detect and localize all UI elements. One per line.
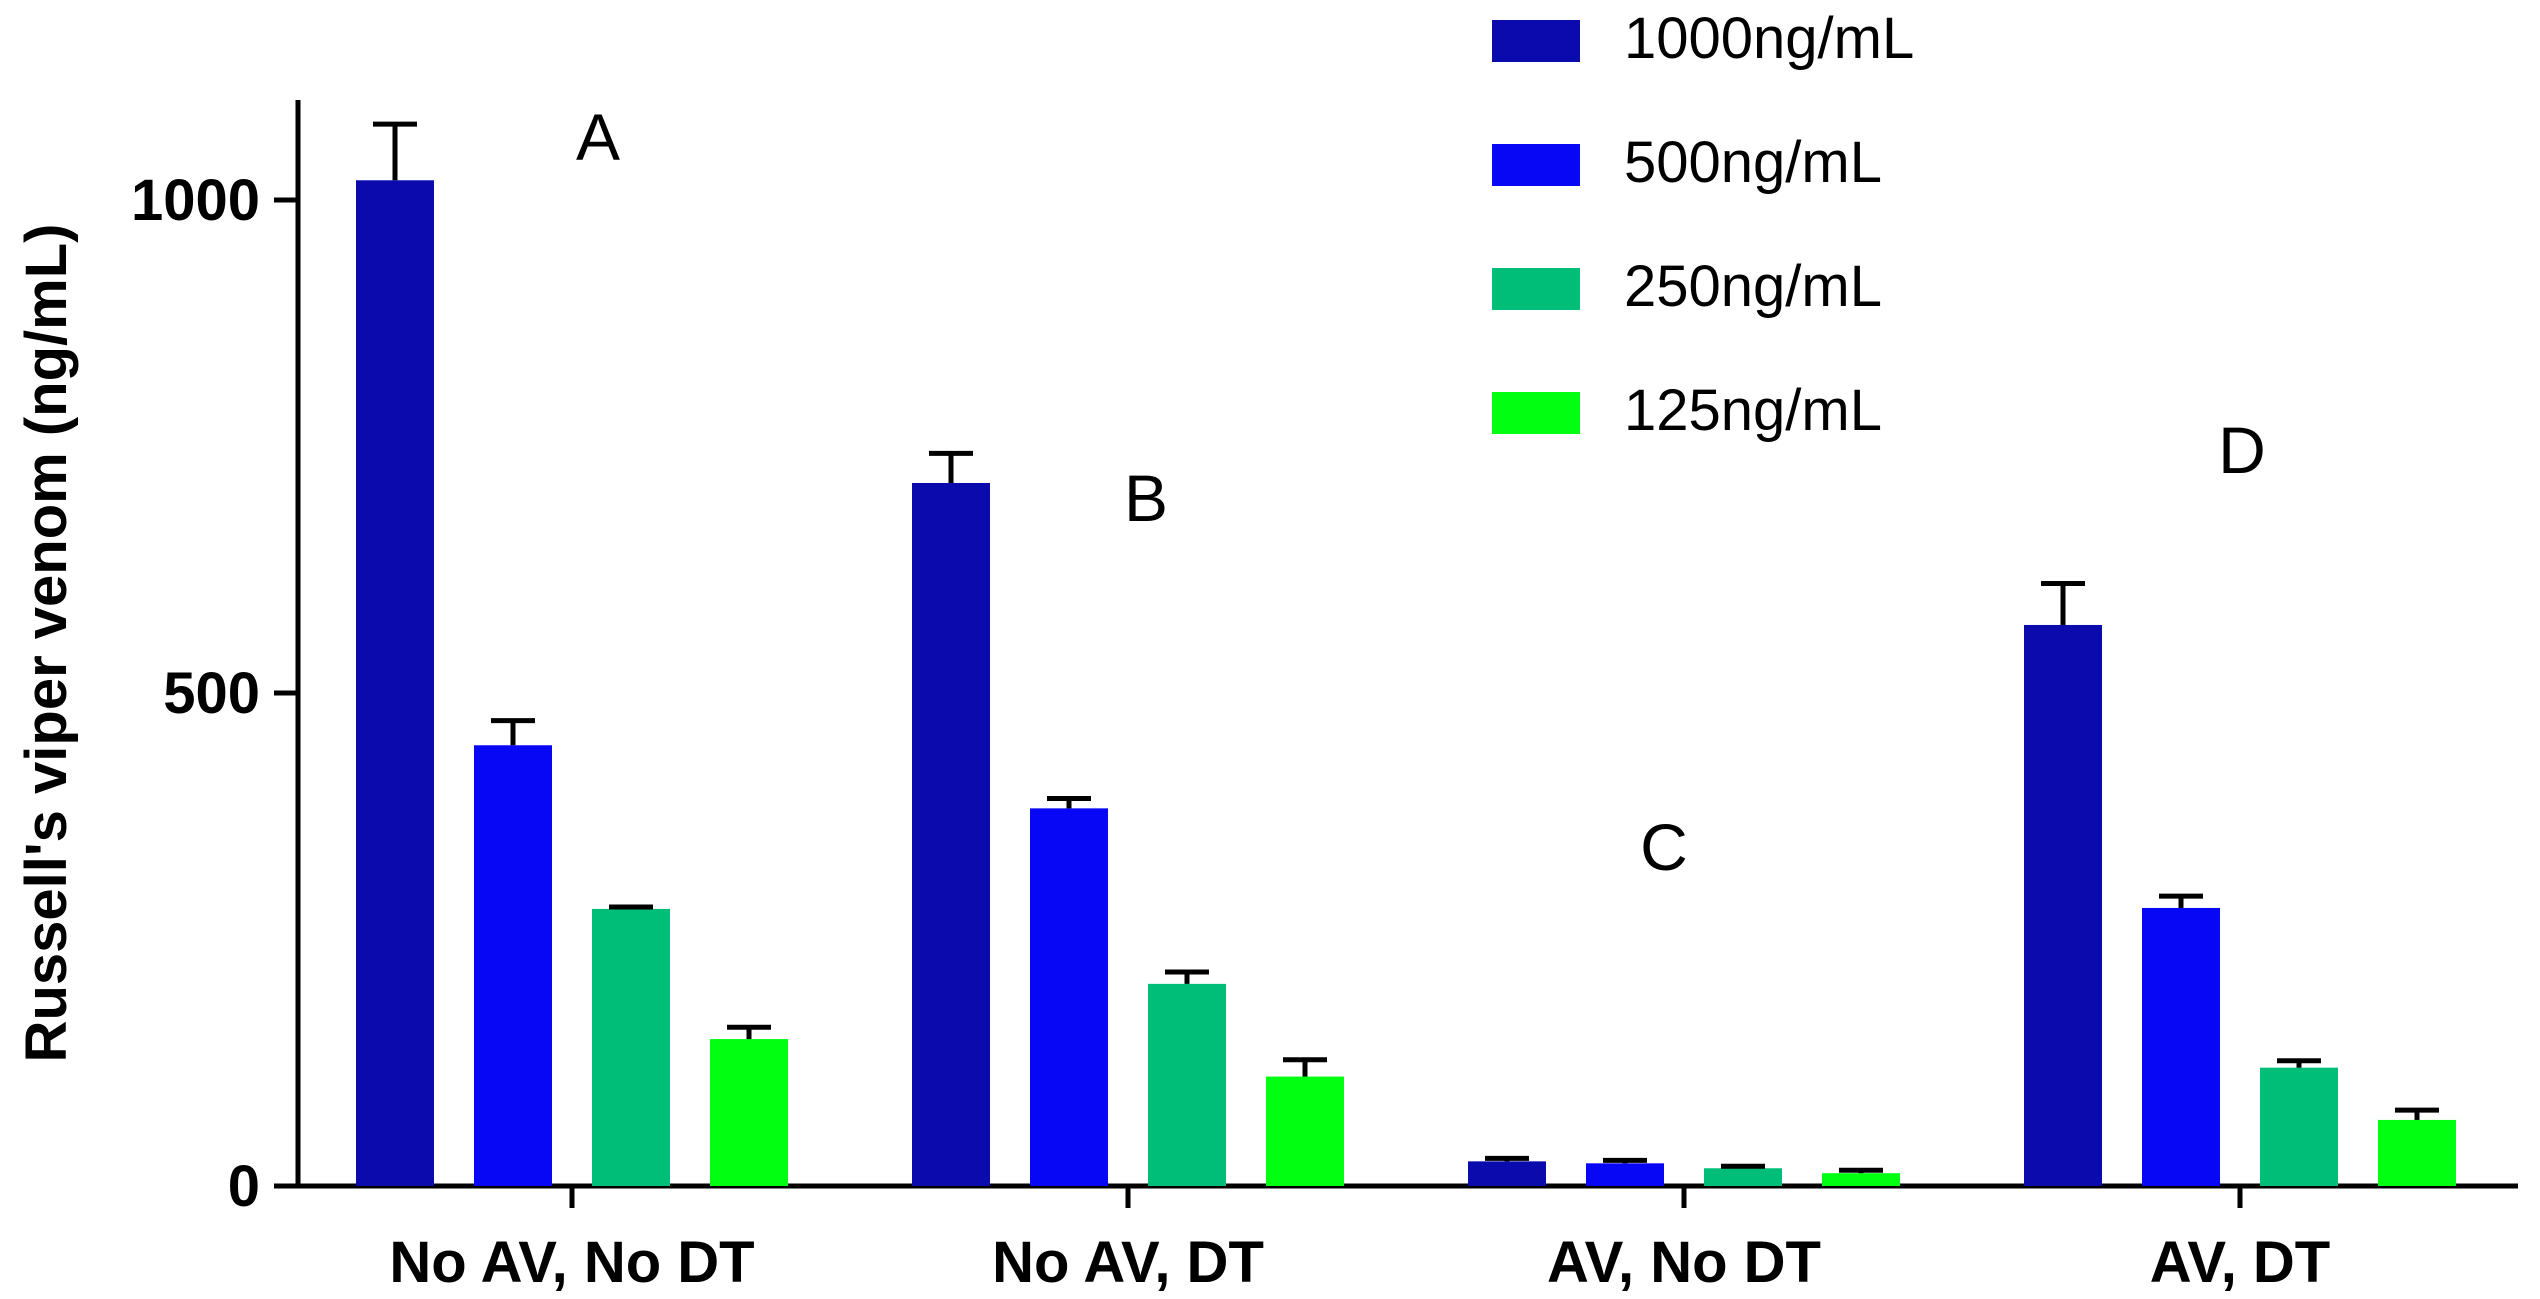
bar [2260, 1067, 2338, 1186]
x-category-label: No AV, DT [992, 1230, 1264, 1295]
bars [356, 121, 2456, 1186]
bar [1704, 1168, 1782, 1186]
bar [1030, 808, 1108, 1186]
legend-swatch [1492, 20, 1580, 62]
legend: 1000ng/mL 500ng/mL 250ng/mL 125ng/mL [1492, 6, 1914, 443]
bar [592, 908, 670, 1186]
legend-swatch [1492, 144, 1580, 186]
bar [474, 745, 552, 1186]
bar [356, 180, 434, 1186]
legend-label: 500ng/mL [1624, 130, 1882, 195]
y-tick-label: 500 [163, 661, 260, 726]
legend-label: 125ng/mL [1624, 378, 1882, 443]
x-category-label: No AV, No DT [389, 1230, 754, 1295]
bar [2142, 907, 2220, 1186]
legend-swatch [1492, 392, 1580, 434]
y-tick-label: 1000 [131, 168, 260, 233]
bar [2378, 1119, 2456, 1186]
bar [1822, 1173, 1900, 1186]
bar [1468, 1161, 1546, 1186]
legend-label: 1000ng/mL [1624, 6, 1914, 71]
y-axis-title: Russell's viper venom (ng/mL) [14, 224, 79, 1063]
group-annotation: A [576, 100, 620, 174]
bar [912, 482, 990, 1186]
bar [710, 1039, 788, 1186]
group-annotation: D [2218, 413, 2266, 487]
bar [2024, 624, 2102, 1186]
labels: No AV, No DT No AV, DT AV, No DT AV, DT Russ… [14, 100, 2330, 1295]
group-annotation: B [1124, 461, 1168, 535]
bar [1148, 983, 1226, 1186]
y-tick-label: 0 [228, 1154, 260, 1219]
x-category-label: AV, No DT [1547, 1230, 1821, 1295]
bar [1586, 1163, 1664, 1186]
bar [1266, 1076, 1344, 1186]
legend-swatch [1492, 268, 1580, 310]
legend-label: 250ng/mL [1624, 254, 1882, 319]
x-category-label: AV, DT [2150, 1230, 2331, 1295]
group-annotation: C [1640, 810, 1688, 884]
